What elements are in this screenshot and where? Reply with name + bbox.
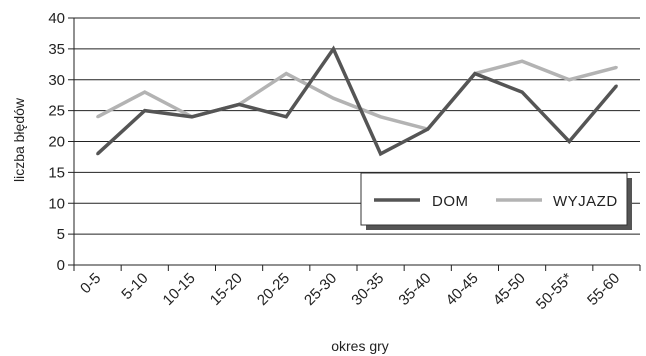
data-point-dom [473,72,477,75]
x-tick-label: 0-5 [77,270,104,297]
data-point-dom [379,152,382,156]
data-point-dom [567,140,571,143]
x-tick-label: 35-40 [395,270,434,309]
data-point-dom [96,152,99,156]
data-point-wyjazd [520,59,524,63]
x-tick-label: 25-30 [301,270,340,309]
series-line-dom [96,45,618,157]
x-tick-label: 45-50 [490,270,529,309]
data-point-dom [332,47,335,51]
series-layer [96,45,618,157]
x-axis-title: okres gry [331,338,389,354]
data-point-dom [237,103,241,106]
x-tick-label: 50-55* [533,270,576,313]
data-point-dom [143,109,147,113]
y-tick-label: 15 [48,164,65,181]
legend-label-dom: DOM [432,193,469,210]
data-point-wyjazd [96,115,99,119]
data-point-wyjazd [379,115,382,119]
x-tick-label: 30-35 [348,270,387,309]
y-axis-title: liczba błędów [11,97,27,182]
data-point-wyjazd [332,96,335,100]
data-point-dom [190,115,194,119]
y-tick-label: 0 [57,257,65,274]
x-tick-label: 40-45 [443,270,482,309]
x-tick-label: 5-10 [118,270,151,303]
data-point-dom [520,90,524,94]
x-tick-label: 20-25 [254,270,293,309]
data-point-dom [426,127,430,131]
y-tick-label: 5 [57,226,65,243]
data-point-dom [284,115,288,119]
y-tick-label: 30 [48,72,65,89]
y-tick-label: 40 [48,10,65,27]
x-tick-label: 10-15 [160,270,199,309]
legend-label-wyjazd: WYJAZD [553,193,618,210]
y-tick-label: 20 [48,134,65,151]
data-point-wyjazd [143,90,147,94]
y-tick-label: 35 [48,41,65,58]
y-axis-ticks: 0 5 10 15 20 25 30 35 40 [48,10,74,274]
data-point-wyjazd [284,72,288,75]
series-line-wyjazd [96,59,617,132]
legend: DOM WYJAZD [360,172,632,230]
data-point-wyjazd [615,66,618,69]
x-tick-label: 15-20 [207,270,246,309]
y-tick-label: 25 [48,103,65,120]
x-axis-ticks: 0-5 5-10 10-15 15-20 20-25 25-30 30-35 35-40 40-… [73,265,641,313]
data-point-wyjazd [567,78,571,82]
y-tick-label: 10 [48,195,65,212]
x-tick-label: 55-60 [584,270,623,309]
gridlines [74,17,640,235]
data-point-dom [615,84,618,88]
